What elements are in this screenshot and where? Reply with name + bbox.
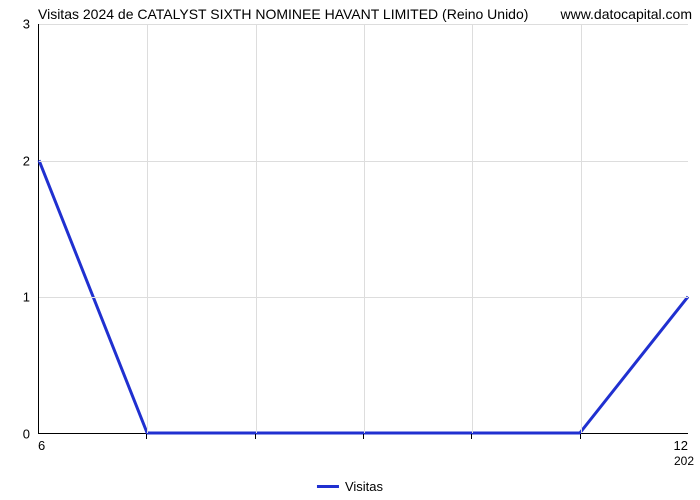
y-axis-tick-label: 0	[23, 427, 30, 442]
gridline-vertical	[581, 24, 582, 433]
x-axis-tick-label: 12	[674, 438, 688, 453]
gridline-horizontal	[39, 161, 688, 162]
legend-label: Visitas	[345, 479, 383, 494]
x-axis-tick-label: 6	[38, 438, 45, 453]
x-axis-tick-mark	[580, 434, 581, 439]
x-axis-tick-mark	[146, 434, 147, 439]
chart-plot-area	[38, 24, 688, 434]
x-axis-tick-mark	[363, 434, 364, 439]
y-axis-tick-label: 1	[23, 290, 30, 305]
gridline-horizontal	[39, 297, 688, 298]
y-axis-tick-label: 3	[23, 17, 30, 32]
x-axis-tick-mark	[471, 434, 472, 439]
gridline-vertical	[472, 24, 473, 433]
y-axis-tick-label: 2	[23, 153, 30, 168]
gridline-vertical	[147, 24, 148, 433]
chart-title: Visitas 2024 de CATALYST SIXTH NOMINEE H…	[38, 6, 528, 22]
x-axis-sub-label: 202	[674, 454, 694, 468]
chart-legend: Visitas	[317, 479, 383, 494]
gridline-horizontal	[39, 24, 688, 25]
gridline-vertical	[364, 24, 365, 433]
legend-swatch	[317, 485, 339, 488]
x-axis-tick-mark	[255, 434, 256, 439]
watermark-text: www.datocapital.com	[560, 6, 692, 22]
gridline-vertical	[256, 24, 257, 433]
